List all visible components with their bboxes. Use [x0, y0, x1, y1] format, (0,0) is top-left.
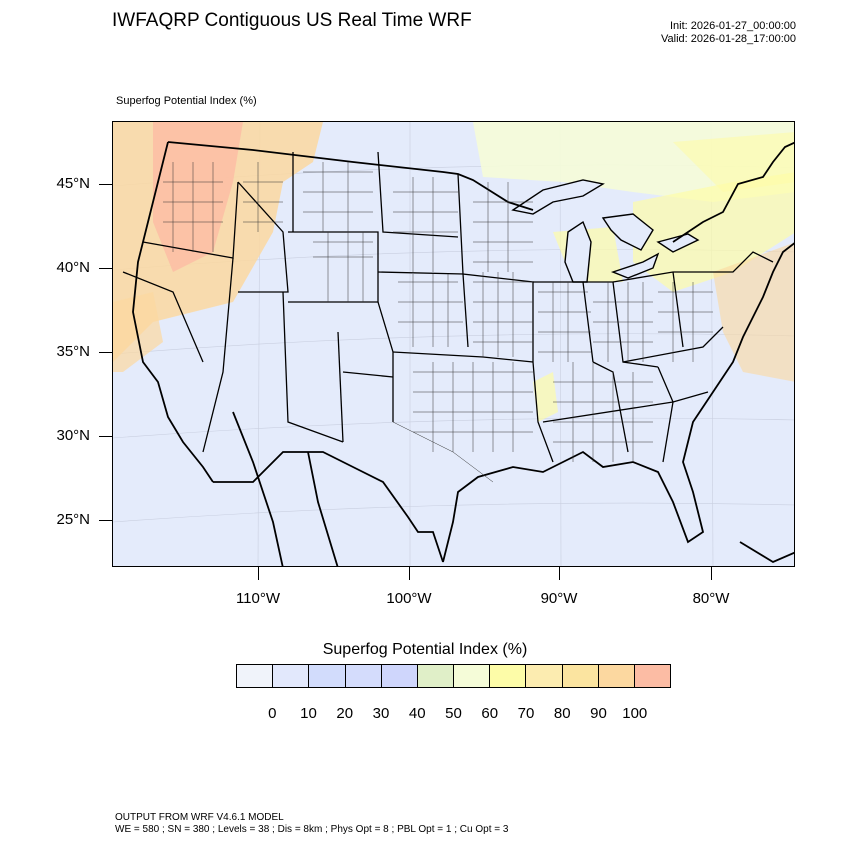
great-lakes — [511, 179, 700, 283]
colorbar-box — [309, 665, 346, 687]
lon-tick — [258, 567, 260, 580]
field-label: Superfog Potential Index (%) — [116, 95, 257, 107]
lon-label-80w: 80°W — [692, 590, 730, 607]
colorbar-tick-label: 80 — [553, 705, 571, 722]
lon-tick — [559, 567, 561, 580]
colorbar-tick-label: 40 — [408, 705, 426, 722]
lat-label-40n: 40°N — [56, 259, 90, 276]
footer-model-line: OUTPUT FROM WRF V4.6.1 MODEL — [115, 812, 284, 823]
colorbar-box — [526, 665, 563, 687]
colorbar-box — [634, 665, 671, 687]
colorbar-tick-label: 0 — [268, 705, 277, 722]
lon-tick — [409, 567, 411, 580]
colorbar — [236, 664, 671, 688]
valid-time: Valid: 2026-01-28_17:00:00 — [661, 33, 796, 45]
colorbar-tick-label: 10 — [300, 705, 317, 722]
chart-title: IWFAQRP Contiguous US Real Time WRF — [112, 10, 472, 31]
lat-label-45n: 45°N — [56, 175, 90, 192]
lon-tick — [711, 567, 713, 580]
lon-label-110w: 110°W — [235, 590, 281, 607]
colorbar-tick-label: 20 — [336, 705, 354, 722]
model-footer: OUTPUT FROM WRF V4.6.1 MODEL WE = 580 ; … — [115, 812, 508, 836]
footer-config-line: WE = 580 ; SN = 380 ; Levels = 38 ; Dis … — [115, 824, 509, 835]
lat-tick — [99, 268, 112, 270]
colorbar-tick-label: 100 — [622, 705, 648, 722]
colorbar-box — [490, 665, 527, 687]
init-time: Init: 2026-01-27_00:00:00 — [670, 20, 796, 32]
run-info: Init: 2026-01-27_00:00:00 Valid: 2026-01… — [661, 20, 796, 46]
colorbar-box — [417, 665, 455, 687]
colorbar-tick-label: 70 — [517, 705, 535, 722]
colorbar-tick-label: 50 — [445, 705, 462, 722]
county-boundaries — [163, 162, 713, 483]
lon-label-90w: 90°W — [540, 590, 578, 607]
lat-tick — [99, 352, 112, 354]
lon-label-100w: 100°W — [386, 590, 432, 607]
lat-tick — [99, 436, 112, 438]
lat-tick — [99, 520, 112, 522]
lat-label-25n: 25°N — [56, 511, 90, 528]
colorbar-tick-label: 60 — [481, 705, 499, 722]
colorbar-box — [237, 665, 274, 687]
colorbar-tick-label: 30 — [372, 705, 390, 722]
map-panel — [112, 121, 795, 567]
map-graphic — [113, 122, 794, 566]
lat-tick — [99, 184, 112, 186]
colorbar-title: Superfog Potential Index (%) — [322, 641, 528, 658]
colorbar-box — [598, 665, 635, 687]
colorbar-box — [345, 665, 382, 687]
colorbar-box — [562, 665, 599, 687]
lat-label-30n: 30°N — [56, 427, 90, 444]
colorbar-tick-label: 90 — [590, 705, 607, 722]
colorbar-box — [273, 665, 310, 687]
colorbar-box — [454, 665, 491, 687]
lat-label-35n: 35°N — [56, 343, 90, 360]
national-boundaries — [132, 141, 794, 566]
colorbar-box — [381, 665, 418, 687]
